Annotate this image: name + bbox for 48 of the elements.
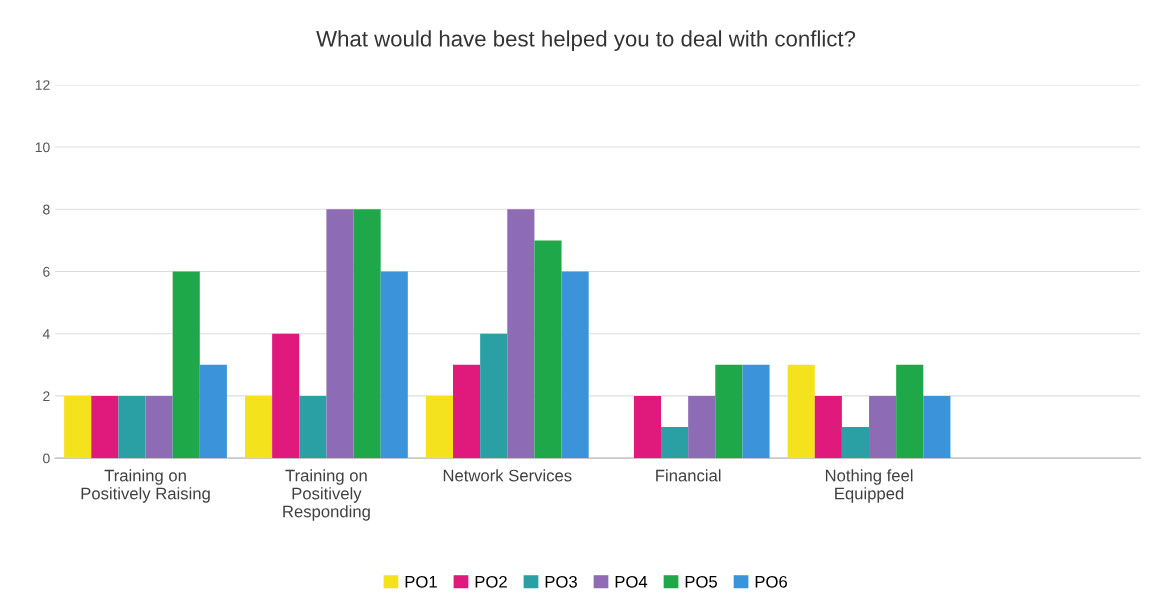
bar xyxy=(923,395,951,459)
bar xyxy=(272,333,300,459)
bar xyxy=(534,240,562,459)
x-tick-label: Training on Positively Raising xyxy=(81,469,210,503)
y-tick-label: 12 xyxy=(35,80,50,90)
x-tick-label: Nothing feel Equipped xyxy=(825,469,913,503)
bar xyxy=(299,395,327,459)
x-tick-label: Training on Positively Responding xyxy=(283,469,370,521)
x-tick-label: Financial xyxy=(656,469,721,482)
bar xyxy=(353,209,381,459)
y-tick-label: 10 xyxy=(35,142,50,153)
bar xyxy=(480,333,508,459)
bar xyxy=(715,364,743,459)
bar xyxy=(896,364,924,459)
bar xyxy=(145,395,173,459)
legend-label: PO4 xyxy=(615,575,648,588)
legend-label: PO3 xyxy=(545,575,577,588)
bar xyxy=(633,395,662,459)
legend-label: PO2 xyxy=(475,575,507,588)
bar xyxy=(172,271,200,459)
bar xyxy=(425,395,454,459)
bar xyxy=(453,364,481,459)
bar xyxy=(118,395,146,459)
bar xyxy=(688,395,716,459)
bar xyxy=(814,395,842,459)
y-tick-label: 2 xyxy=(43,391,50,401)
bar xyxy=(841,427,870,459)
bar xyxy=(64,395,92,459)
bar xyxy=(380,271,408,459)
bar xyxy=(507,209,535,459)
bar xyxy=(661,427,689,459)
bar xyxy=(742,364,770,459)
bar xyxy=(245,395,273,459)
bar xyxy=(561,271,589,459)
bar xyxy=(199,364,227,459)
y-tick-label: 0 xyxy=(43,453,50,464)
y-tick-label: 4 xyxy=(42,329,50,339)
legend-label: PO6 xyxy=(755,575,787,588)
y-tick-label: 6 xyxy=(43,266,50,277)
bar xyxy=(869,395,897,459)
legend-label: PO5 xyxy=(685,575,717,588)
y-tick-label: 8 xyxy=(43,204,50,215)
bar xyxy=(326,209,354,459)
bar xyxy=(91,395,119,459)
x-tick-label: Network Services xyxy=(443,469,572,482)
bar xyxy=(787,364,815,459)
legend-label: PO1 xyxy=(405,575,437,588)
chart-title: What would have best helped you to deal with conflict? xyxy=(316,30,856,52)
